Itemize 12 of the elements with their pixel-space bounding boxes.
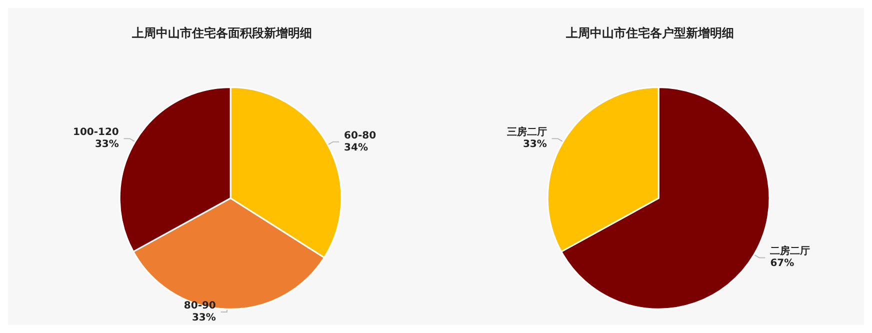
data-label: 67% xyxy=(770,258,794,270)
slice-label: 60-80 xyxy=(344,130,376,142)
chart-title: 上周中山市住宅各面积段新增明细 xyxy=(131,26,312,40)
data-label: 34% xyxy=(344,142,368,154)
slice-label: 三房二厅 xyxy=(506,126,547,138)
data-label: 33% xyxy=(192,312,216,324)
data-label: 33% xyxy=(94,139,119,150)
slice-label: 100-120 xyxy=(72,127,119,138)
slice-label: 二房二厅 xyxy=(770,245,810,258)
chart-title: 上周中山市住宅各户型新增明细 xyxy=(565,26,734,40)
data-label: 33% xyxy=(522,139,547,150)
slice-label: 80-90 xyxy=(184,300,216,312)
